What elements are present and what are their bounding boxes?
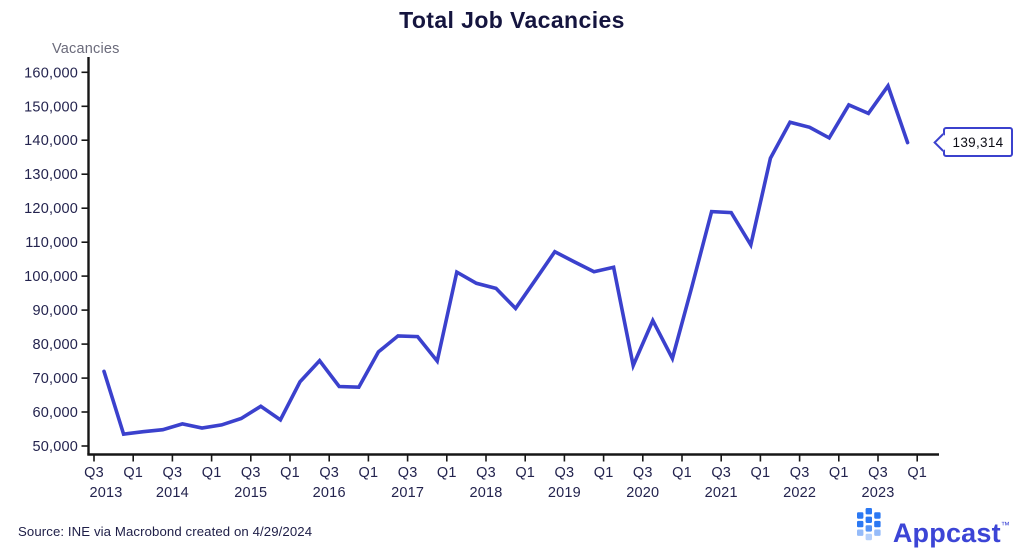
x-tick-label: Q1: [280, 465, 300, 481]
y-tick-label: 70,000: [32, 371, 78, 387]
x-tick-label: Q1: [359, 465, 379, 481]
y-tick-label: 100,000: [24, 269, 78, 285]
y-tick-label: 160,000: [24, 65, 78, 81]
x-tick-label: Q1: [672, 465, 692, 481]
x-year-label: 2014: [156, 485, 189, 501]
y-tick-label: 50,000: [32, 439, 78, 455]
x-tick-label: Q3: [711, 465, 731, 481]
x-tick-label: Q3: [555, 465, 575, 481]
appcast-logo-icon: [856, 508, 881, 541]
x-tick-label: Q1: [907, 465, 927, 481]
appcast-logo-text: Appcast™: [892, 518, 1010, 548]
x-tick-label: Q3: [476, 465, 496, 481]
x-tick-label: Q3: [868, 465, 888, 481]
y-tick-label: 90,000: [32, 303, 78, 319]
x-year-label: 2017: [391, 485, 424, 501]
x-tick-label: Q1: [202, 465, 222, 481]
x-tick-label: Q1: [123, 465, 143, 481]
y-tick-label: 80,000: [32, 337, 78, 353]
x-tick-label: Q1: [751, 465, 771, 481]
x-year-label: 2018: [469, 485, 502, 501]
y-axis-unit-label: Vacancies: [52, 41, 120, 57]
x-tick-label: Q1: [594, 465, 614, 481]
x-tick-label: Q3: [163, 465, 183, 481]
x-year-label: 2023: [861, 485, 894, 501]
x-tick-label: Q1: [515, 465, 535, 481]
y-tick-label: 60,000: [32, 405, 78, 421]
appcast-logo: Appcast™: [856, 508, 1010, 550]
x-tick-label: Q3: [633, 465, 653, 481]
x-tick-label: Q3: [790, 465, 810, 481]
x-year-label: 2016: [313, 485, 346, 501]
y-tick-label: 140,000: [24, 133, 78, 149]
x-year-label: 2015: [234, 485, 267, 501]
x-year-label: 2019: [548, 485, 581, 501]
x-tick-label: Q3: [319, 465, 339, 481]
y-tick-label: 120,000: [24, 201, 78, 217]
y-axis-ticks: 160,000 150,000 140,000 130,000 120,000 110,0…: [24, 65, 88, 455]
x-tick-label: Q3: [398, 465, 418, 481]
y-tick-label: 130,000: [24, 167, 78, 183]
x-year-label: 2013: [89, 485, 122, 501]
x-tick-label: Q1: [829, 465, 849, 481]
y-tick-label: 150,000: [24, 99, 78, 115]
x-year-label: 2022: [783, 485, 816, 501]
y-tick-label: 110,000: [25, 235, 78, 251]
vacancies-data-line: [102, 82, 910, 437]
x-tick-label: Q3: [241, 465, 261, 481]
x-year-label: 2020: [626, 485, 659, 501]
callout-value: 139,314: [952, 134, 1004, 150]
x-tick-label: Q1: [437, 465, 457, 481]
source-note: Source: INE via Macrobond created on 4/2…: [18, 524, 313, 539]
vacancy-callout: 139,314: [943, 127, 1013, 157]
trademark-symbol: ™: [1000, 520, 1010, 530]
x-tick-label: Q3: [84, 465, 104, 481]
x-year-label: 2021: [705, 485, 738, 501]
chart-title: Total Job Vacancies: [399, 7, 625, 33]
